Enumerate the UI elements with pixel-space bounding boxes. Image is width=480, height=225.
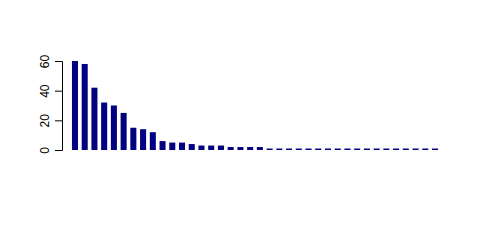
bar	[276, 149, 282, 150]
bar	[198, 146, 204, 150]
bar	[91, 88, 97, 150]
bar	[306, 149, 312, 150]
bar	[237, 147, 243, 150]
bar	[82, 64, 88, 150]
y-tick: 60	[38, 55, 62, 69]
y-tick-mark	[55, 120, 62, 121]
y-tick-mark	[55, 150, 62, 151]
y-tick-label: 0	[38, 147, 52, 154]
bar	[374, 149, 380, 150]
bar	[218, 146, 224, 150]
y-tick: 0	[38, 147, 62, 154]
bar	[160, 141, 166, 150]
bar	[286, 149, 292, 150]
bar	[150, 132, 156, 150]
bar	[354, 149, 360, 150]
bars	[72, 61, 438, 150]
chart-svg: 0 20 40 60	[0, 0, 480, 225]
chart-container: 0 20 40 60	[0, 0, 480, 225]
bar	[335, 149, 341, 150]
bar	[169, 143, 175, 150]
bar	[422, 149, 428, 150]
bar	[432, 149, 438, 150]
bar	[393, 149, 399, 150]
y-tick: 40	[38, 84, 62, 98]
y-tick-label: 20	[38, 114, 52, 128]
y-tick-label: 40	[38, 84, 52, 98]
bar	[257, 147, 263, 150]
bar	[403, 149, 409, 150]
y-axis: 0 20 40 60	[38, 55, 63, 154]
bar	[101, 103, 107, 150]
y-tick-mark	[55, 91, 62, 92]
bar	[189, 144, 195, 150]
bar	[413, 149, 419, 150]
bar	[130, 128, 136, 150]
bar	[296, 149, 302, 150]
bar	[121, 113, 127, 150]
bar	[267, 149, 273, 150]
bar	[383, 149, 389, 150]
bar	[140, 129, 146, 150]
y-axis-line	[55, 62, 63, 151]
y-tick: 20	[38, 114, 62, 128]
bar	[364, 149, 370, 150]
bar	[72, 61, 78, 150]
bar	[228, 147, 234, 150]
bar	[315, 149, 321, 150]
bar	[325, 149, 331, 150]
bar	[208, 146, 214, 150]
bar	[179, 143, 185, 150]
y-tick-mark	[55, 61, 62, 62]
bar	[344, 149, 350, 150]
bar	[247, 147, 253, 150]
bar	[111, 106, 117, 151]
y-tick-label: 60	[38, 55, 52, 69]
